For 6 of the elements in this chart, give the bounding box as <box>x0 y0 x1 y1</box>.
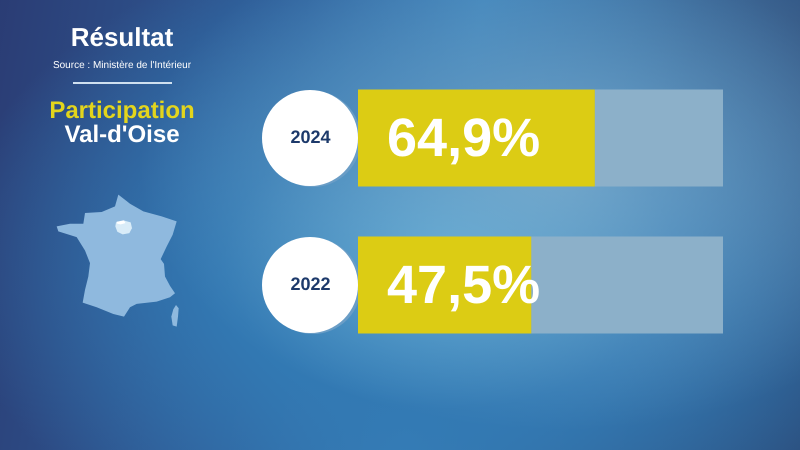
y-tick-label: 2022 <box>290 274 331 294</box>
text: Résultat <box>70 22 174 52</box>
data-label: 64,9% <box>387 108 540 168</box>
y-tick-label: 2024 <box>290 127 331 147</box>
source-note: Source : Ministère de l'Intérieur <box>52 60 192 72</box>
text: Participation <box>48 97 196 124</box>
